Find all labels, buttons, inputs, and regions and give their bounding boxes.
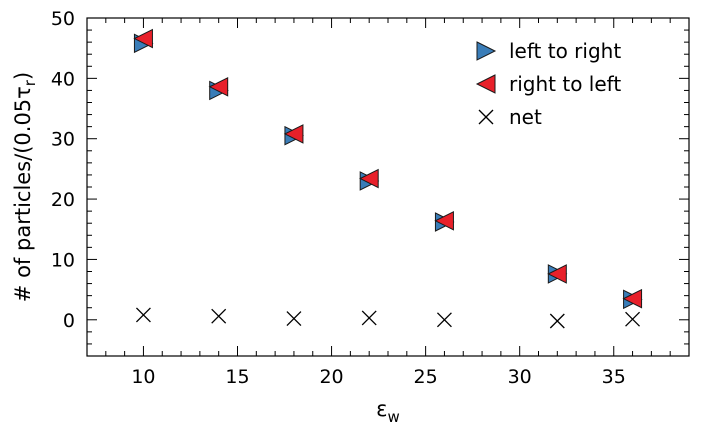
x-tick-label: 15	[225, 366, 249, 388]
legend-marker-shape	[478, 109, 494, 125]
point-right-to-left	[547, 264, 567, 284]
x-marker-stroke	[436, 312, 452, 328]
y-axis-label-main: # of particles/(0.05τ	[11, 86, 35, 302]
x-axis-label-main: ε	[376, 397, 387, 421]
plot-frame	[86, 17, 690, 357]
x-axis-label-subscript: w	[388, 408, 400, 426]
y-tick-label: 40	[51, 68, 75, 90]
y-axis-label-subscript: r	[21, 79, 39, 86]
point-right-to-left	[622, 288, 643, 309]
y-tick-label: 10	[51, 249, 75, 271]
x-axis-label: εw	[376, 397, 400, 426]
point-net	[135, 307, 151, 323]
axis-ticks	[86, 17, 690, 356]
legend-marker-right-to-left	[475, 74, 496, 94]
point-net	[625, 311, 641, 327]
point-right-to-left	[434, 210, 454, 231]
y-tick-label: 30	[51, 129, 75, 151]
x-tick-label: 25	[414, 366, 438, 388]
axis-tick-labels: 10 15 20 25 30 35 0 10 20 30 40 50	[51, 8, 626, 388]
x-marker-stroke	[135, 307, 151, 323]
x-tick-label: 35	[602, 366, 626, 388]
legend-marker-net	[478, 109, 494, 125]
point-right-to-left	[133, 28, 153, 49]
legend-label-left-to-right: left to right	[509, 39, 621, 63]
x-tick-label: 30	[508, 366, 532, 388]
legend: left to right right to left net	[475, 39, 621, 129]
point-net	[361, 310, 377, 326]
y-axis-label: # of particles/(0.05τr)	[11, 72, 39, 302]
legend-label-net: net	[509, 105, 542, 129]
y-tick-label: 50	[51, 8, 75, 30]
point-right-to-left	[283, 124, 304, 144]
legend-label-right-to-left: right to left	[509, 72, 621, 96]
x-marker-stroke	[361, 310, 377, 326]
point-net	[549, 313, 565, 329]
x-tick-label: 20	[319, 366, 343, 388]
x-marker-stroke	[211, 308, 227, 324]
point-net	[211, 308, 227, 324]
x-marker-stroke	[286, 311, 302, 327]
x-marker-stroke	[625, 311, 641, 327]
data-points	[133, 28, 643, 329]
y-tick-label: 0	[63, 310, 75, 332]
legend-marker-shape	[476, 41, 497, 61]
point-right-to-left	[208, 76, 229, 97]
x-marker-stroke	[478, 109, 494, 125]
y-axis-label-close: )	[11, 72, 35, 80]
point-net	[436, 312, 452, 328]
y-tick-label: 20	[51, 189, 75, 211]
point-right-to-left	[359, 168, 379, 189]
point-net	[286, 311, 302, 327]
legend-marker-shape	[475, 74, 496, 94]
legend-marker-left-to-right	[476, 41, 497, 61]
x-marker-stroke	[549, 313, 565, 329]
x-tick-label: 10	[131, 366, 155, 388]
